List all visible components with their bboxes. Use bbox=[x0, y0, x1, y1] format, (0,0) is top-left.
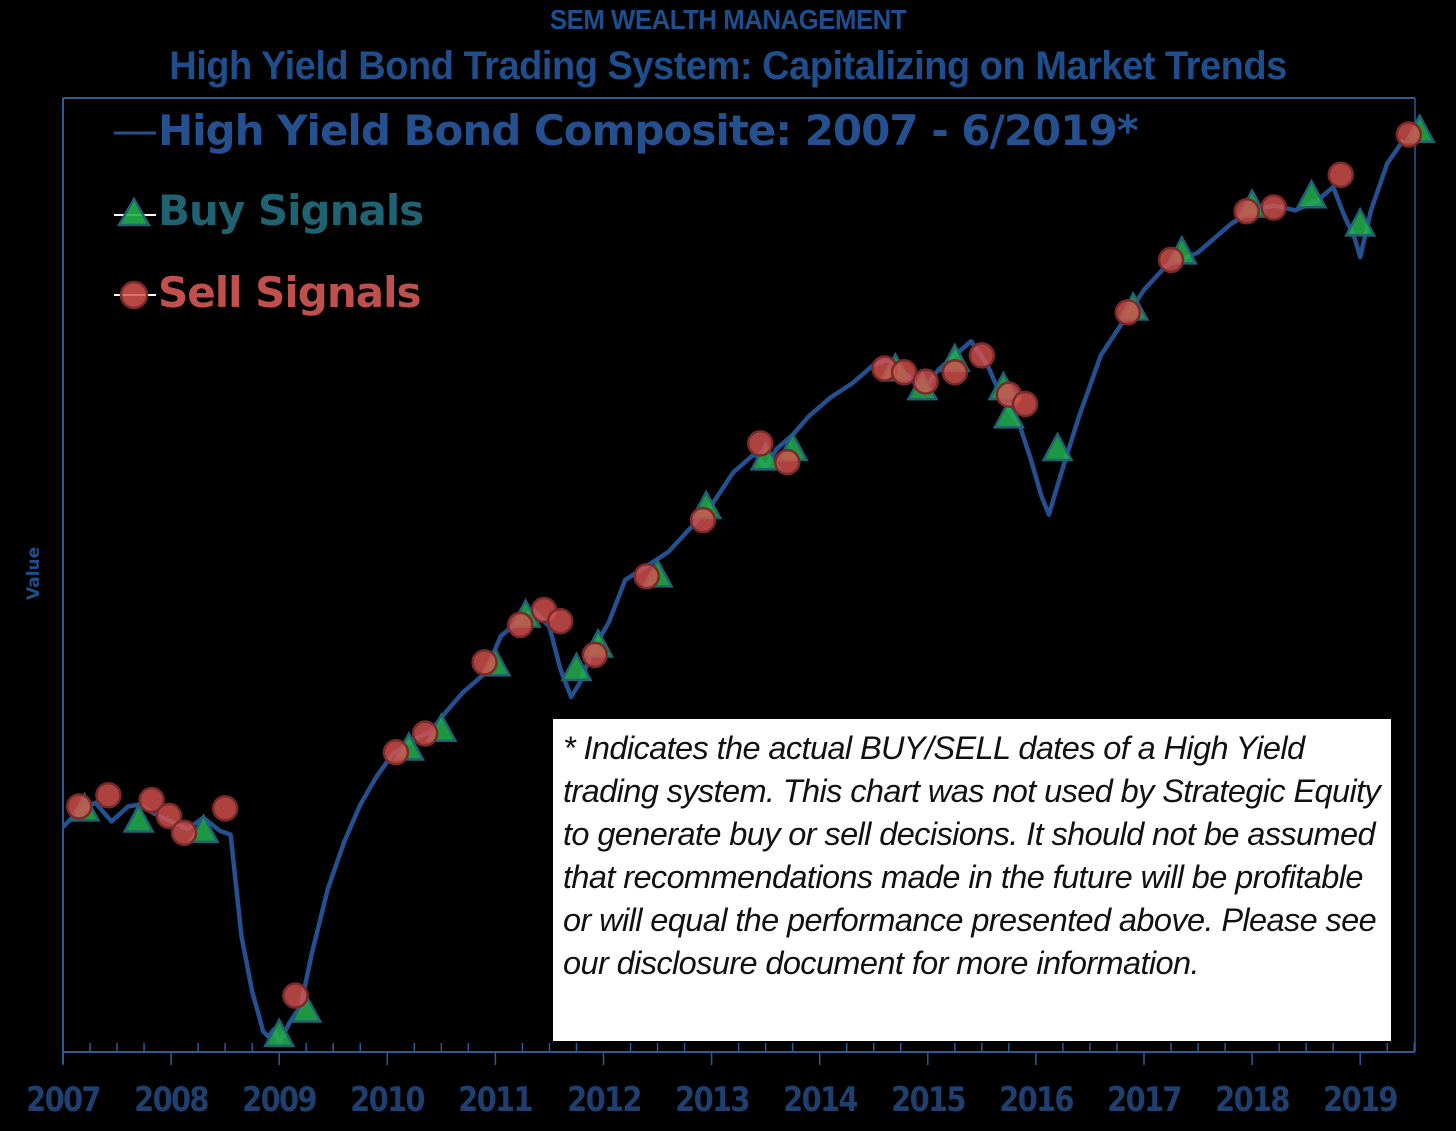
buy-signal-marker bbox=[1344, 206, 1377, 237]
legend-series-label: High Yield Bond Composite: 2007 - 6/2019… bbox=[158, 106, 1139, 155]
buy-signal-marker bbox=[290, 992, 323, 1023]
sell-signal-marker bbox=[411, 720, 439, 747]
legend-series: High Yield Bond Composite: 2007 - 6/2019… bbox=[112, 106, 1139, 155]
sell-signal-marker bbox=[890, 358, 918, 386]
buy-signal-marker bbox=[560, 651, 593, 682]
sell-signal-marker bbox=[746, 430, 774, 457]
sell-signal-marker bbox=[471, 649, 498, 676]
sell-signal-marker bbox=[912, 368, 939, 395]
sell-signal-marker bbox=[1327, 161, 1354, 188]
x-tick-label: 2013 bbox=[674, 1080, 750, 1120]
sell-signal-marker bbox=[774, 448, 801, 476]
x-tick-label: 2012 bbox=[566, 1080, 642, 1120]
buy-signal-marker bbox=[1041, 431, 1074, 462]
line-swatch-icon bbox=[114, 131, 156, 134]
buy-signal-marker bbox=[992, 398, 1025, 429]
x-tick-label: 2017 bbox=[1107, 1080, 1182, 1120]
sell-signal-marker bbox=[1260, 194, 1287, 221]
y-axis-label: Value bbox=[24, 546, 44, 600]
brand-title: SEM WEALTH MANAGEMENT bbox=[549, 4, 907, 35]
sell-signal-marker bbox=[138, 786, 165, 814]
sell-signal-markers bbox=[65, 121, 1423, 1009]
sell-signal-marker bbox=[1114, 299, 1142, 326]
legend-buy-label: Buy Signals bbox=[158, 186, 424, 235]
buy-signal-marker bbox=[1295, 178, 1328, 209]
sell-signal-marker bbox=[689, 506, 717, 534]
x-tick-label: 2018 bbox=[1215, 1080, 1290, 1120]
x-tick-label: 2011 bbox=[458, 1080, 534, 1120]
sell-signal-marker bbox=[633, 563, 660, 590]
sell-signal-marker bbox=[1395, 121, 1423, 148]
sell-signal-marker bbox=[170, 819, 198, 846]
x-tick-label: 2015 bbox=[890, 1080, 966, 1120]
sell-signal-marker bbox=[968, 342, 996, 369]
x-tick-label: 2014 bbox=[782, 1080, 858, 1120]
buy-signal-marker bbox=[263, 1017, 296, 1048]
sell-signal-marker bbox=[941, 358, 969, 386]
sell-signal-marker bbox=[65, 793, 93, 820]
sell-signal-marker bbox=[282, 982, 309, 1009]
x-tick-label: 2009 bbox=[242, 1080, 317, 1120]
sell-signal-marker bbox=[1233, 197, 1260, 225]
sell-signal-marker bbox=[547, 607, 574, 635]
triangle-marker-icon bbox=[114, 195, 156, 226]
legend-sell: Sell Signals bbox=[112, 268, 421, 317]
legend-sell-label: Sell Signals bbox=[158, 268, 421, 317]
chart-title: High Yield Bond Trading System: Capitali… bbox=[169, 44, 1287, 88]
disclaimer-note: * Indicates the actual BUY/SELL dates of… bbox=[553, 719, 1391, 1041]
x-tick-label: 2007 bbox=[26, 1080, 101, 1120]
sell-signal-marker bbox=[1157, 246, 1185, 274]
x-tick-label: 2008 bbox=[134, 1080, 209, 1120]
x-tick-label: 2019 bbox=[1323, 1080, 1398, 1120]
sell-signal-marker bbox=[507, 611, 534, 639]
circle-marker-icon bbox=[114, 280, 156, 309]
buy-signal-marker bbox=[122, 802, 155, 833]
x-axis-ticks bbox=[62, 1043, 1415, 1065]
sell-signal-marker bbox=[155, 802, 183, 830]
sell-signal-marker bbox=[95, 782, 122, 809]
x-tick-label: 2010 bbox=[350, 1080, 425, 1120]
sell-signal-marker bbox=[211, 795, 239, 822]
sell-signal-marker bbox=[382, 738, 410, 766]
legend-buy: Buy Signals bbox=[112, 186, 424, 235]
x-tick-label: 2016 bbox=[999, 1080, 1074, 1120]
sell-signal-marker bbox=[1011, 390, 1039, 418]
sell-signal-marker bbox=[581, 641, 609, 669]
